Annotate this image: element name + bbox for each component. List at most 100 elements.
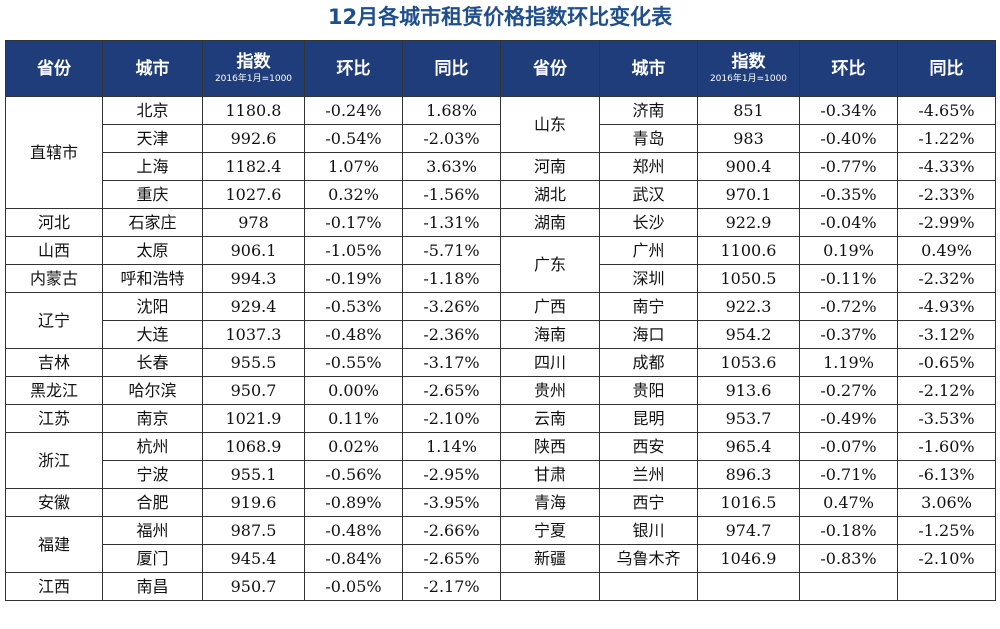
index-cell: 851 xyxy=(697,96,800,125)
index-cell: 1016.5 xyxy=(697,488,800,517)
yoy-cell: -4.93% xyxy=(897,292,996,321)
province-cell: 吉林 xyxy=(5,348,103,377)
index-cell: 896.3 xyxy=(697,460,800,489)
table-row: 河北 石家庄 978 -0.17% -1.31% 湖南 长沙 922.9 -0.… xyxy=(5,208,996,237)
yoy-cell: -2.95% xyxy=(402,460,501,489)
index-cell: 950.7 xyxy=(202,572,305,601)
mom-cell: -0.48% xyxy=(304,516,403,545)
city-cell: 福州 xyxy=(102,516,203,545)
mom-cell: -0.77% xyxy=(799,152,898,181)
header-row: 省份 城市 指数 2016年1月=1000 环比 同比 省份 城市 指数 201… xyxy=(5,40,996,97)
city-cell: 长沙 xyxy=(599,208,698,237)
city-cell: 武汉 xyxy=(599,180,698,209)
city-cell: 沈阳 xyxy=(102,292,203,321)
province-cell: 黑龙江 xyxy=(5,376,103,405)
index-cell: 906.1 xyxy=(202,236,305,265)
mom-cell: 1.19% xyxy=(799,348,898,377)
city-cell: 南昌 xyxy=(102,572,203,601)
header-city-left: 城市 xyxy=(102,40,203,97)
index-cell: 1100.6 xyxy=(697,236,800,265)
province-cell: 安徽 xyxy=(5,488,103,517)
city-cell: 昆明 xyxy=(599,404,698,433)
yoy-cell: -1.60% xyxy=(897,432,996,461)
header-index-label: 指数 xyxy=(236,51,271,72)
header-city-right: 城市 xyxy=(599,40,698,97)
index-cell: 965.4 xyxy=(697,432,800,461)
city-cell: 银川 xyxy=(599,516,698,545)
yoy-cell: 3.63% xyxy=(402,152,501,181)
city-cell: 天津 xyxy=(102,124,203,153)
city-cell: 厦门 xyxy=(102,544,203,573)
yoy-cell: -2.33% xyxy=(897,180,996,209)
city-cell: 重庆 xyxy=(102,180,203,209)
mom-cell: -0.07% xyxy=(799,432,898,461)
header-mom-left: 环比 xyxy=(304,40,403,97)
index-cell: 953.7 xyxy=(697,404,800,433)
mom-cell xyxy=(799,572,898,601)
table-row: 吉林 长春 955.5 -0.55% -3.17% 四川 成都 1053.6 1… xyxy=(5,348,996,377)
index-cell: 1037.3 xyxy=(202,320,305,349)
city-cell: 长春 xyxy=(102,348,203,377)
index-cell: 983 xyxy=(697,124,800,153)
index-cell: 922.9 xyxy=(697,208,800,237)
province-cell: 宁夏 xyxy=(500,516,600,545)
mom-cell: -0.56% xyxy=(304,460,403,489)
yoy-cell: -2.12% xyxy=(897,376,996,405)
city-cell: 石家庄 xyxy=(102,208,203,237)
header-index-base: 2016年1月=1000 xyxy=(709,73,788,84)
index-cell: 929.4 xyxy=(202,292,305,321)
city-cell: 大连 xyxy=(102,320,203,349)
city-cell: 北京 xyxy=(102,96,203,125)
index-cell: 954.2 xyxy=(697,320,800,349)
header-yoy-left: 同比 xyxy=(402,40,501,97)
table-row: 直辖市 北京 1180.8 -0.24% 1.68% 山东 济南 851 -0.… xyxy=(5,96,996,209)
province-cell: 福建 xyxy=(5,516,103,573)
index-cell: 994.3 xyxy=(202,264,305,293)
mom-cell: 0.47% xyxy=(799,488,898,517)
mom-cell: -0.17% xyxy=(304,208,403,237)
yoy-cell: 0.49% xyxy=(897,236,996,265)
yoy-cell: -3.26% xyxy=(402,292,501,321)
yoy-cell xyxy=(897,572,996,601)
mom-cell: -0.05% xyxy=(304,572,403,601)
province-cell: 湖北 xyxy=(500,180,600,209)
index-cell: 1050.5 xyxy=(697,264,800,293)
province-cell: 四川 xyxy=(500,348,600,377)
province-cell: 浙江 xyxy=(5,432,103,489)
city-cell: 上海 xyxy=(102,152,203,181)
table-row: 辽宁 沈阳 929.4 -0.53% -3.26% 广西 南宁 922.3 -0… xyxy=(5,292,996,349)
mom-cell: -0.72% xyxy=(799,292,898,321)
mom-cell: -0.48% xyxy=(304,320,403,349)
province-cell: 直辖市 xyxy=(5,96,103,209)
yoy-cell: -2.03% xyxy=(402,124,501,153)
mom-cell: 0.19% xyxy=(799,236,898,265)
table-row: 山西 太原 906.1 -1.05% -5.71% 广东 广州 1100.6 0… xyxy=(5,236,996,293)
yoy-cell: -1.56% xyxy=(402,180,501,209)
table-row: 江西 南昌 950.7 -0.05% -2.17% xyxy=(5,572,996,601)
city-cell: 贵阳 xyxy=(599,376,698,405)
table-row: 江苏 南京 1021.9 0.11% -2.10% 云南 昆明 953.7 -0… xyxy=(5,404,996,433)
mom-cell: -0.53% xyxy=(304,292,403,321)
index-cell: 987.5 xyxy=(202,516,305,545)
city-cell: 成都 xyxy=(599,348,698,377)
index-cell: 1053.6 xyxy=(697,348,800,377)
index-cell: 900.4 xyxy=(697,152,800,181)
province-cell: 湖南 xyxy=(500,208,600,237)
table-row: 福建 福州 987.5 -0.48% -2.66% 宁夏 银川 974.7 -0… xyxy=(5,516,996,573)
city-cell: 合肥 xyxy=(102,488,203,517)
mom-cell: -0.83% xyxy=(799,544,898,573)
table-row: 上海 1182.4 1.07% 3.63% 河南 郑州 900.4 -0.77%… xyxy=(6,152,996,181)
yoy-cell: -3.53% xyxy=(897,404,996,433)
mom-cell: -0.37% xyxy=(799,320,898,349)
yoy-cell: -1.22% xyxy=(897,124,996,153)
page-title: 12月各城市租赁价格指数环比变化表 xyxy=(327,5,673,29)
mom-cell: -0.04% xyxy=(799,208,898,237)
mom-cell: -0.89% xyxy=(304,488,403,517)
province-cell: 贵州 xyxy=(500,376,600,405)
mom-cell: -0.19% xyxy=(304,264,403,293)
mom-cell: -0.11% xyxy=(799,264,898,293)
table-row: 大连 1037.3 -0.48% -2.36% 海南 海口 954.2 -0.3… xyxy=(6,320,996,349)
province-cell: 山西 xyxy=(5,236,103,265)
province-cell: 陕西 xyxy=(500,432,600,461)
province-cell: 海南 xyxy=(500,320,600,349)
